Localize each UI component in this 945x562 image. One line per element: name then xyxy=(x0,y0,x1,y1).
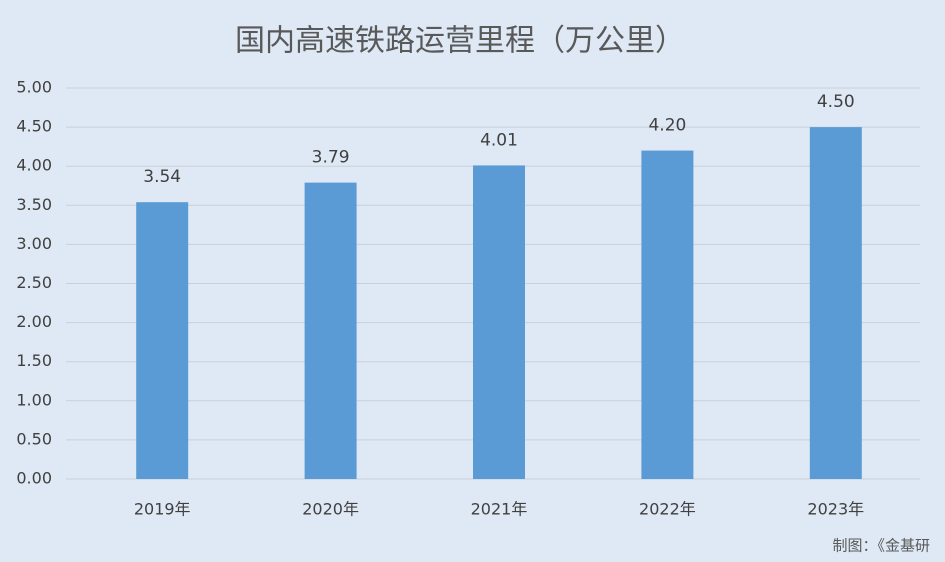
y-tick-label: 0.00 xyxy=(16,469,52,488)
y-tick-label: 5.00 xyxy=(16,78,52,97)
x-tick-label: 2021年 xyxy=(471,500,528,519)
bar xyxy=(641,150,694,479)
x-tick-label: 2020年 xyxy=(302,500,359,519)
value-label: 4.01 xyxy=(480,130,518,150)
bar xyxy=(136,202,189,479)
y-tick-label: 2.00 xyxy=(16,312,52,331)
x-tick-label: 2023年 xyxy=(807,500,864,519)
value-label: 3.54 xyxy=(143,167,181,187)
y-tick-label: 1.00 xyxy=(16,390,52,409)
y-tick-label: 4.00 xyxy=(16,156,52,175)
y-tick-label: 3.00 xyxy=(16,234,52,253)
y-tick-label: 2.50 xyxy=(16,273,52,292)
x-tick-label: 2022年 xyxy=(639,500,696,519)
y-tick-label: 0.50 xyxy=(16,429,52,448)
value-label: 3.79 xyxy=(312,148,350,168)
x-tick-label: 2019年 xyxy=(134,500,191,519)
y-tick-label: 4.50 xyxy=(16,117,52,136)
chart-title: 国内高速铁路运营里程（万公里） xyxy=(235,24,685,59)
source-note: 制图：《金基研 xyxy=(832,537,930,555)
bar xyxy=(809,127,862,479)
bar xyxy=(304,182,357,479)
bar xyxy=(473,165,525,479)
value-label: 4.50 xyxy=(817,92,855,112)
value-label: 4.20 xyxy=(648,116,686,136)
y-tick-label: 1.50 xyxy=(16,351,52,370)
y-tick-label: 3.50 xyxy=(16,195,52,214)
